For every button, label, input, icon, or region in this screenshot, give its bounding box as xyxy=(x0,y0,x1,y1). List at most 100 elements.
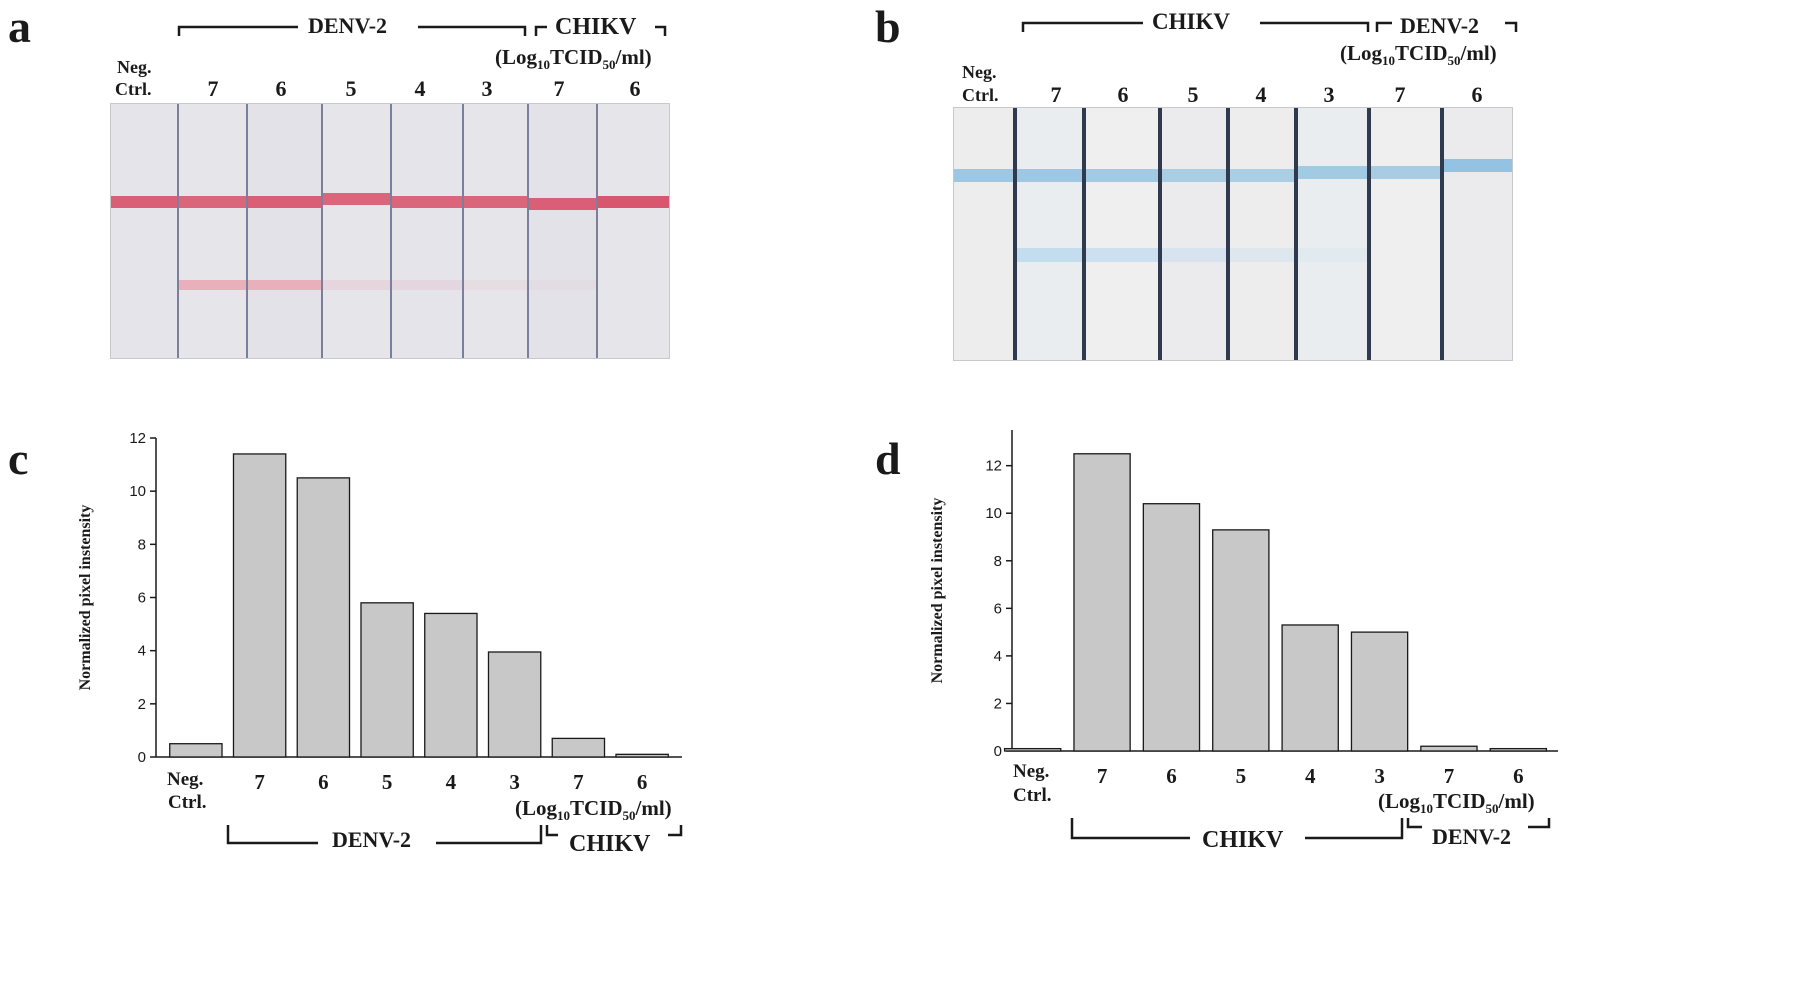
control-line xyxy=(322,193,391,205)
control-line xyxy=(111,196,178,208)
test-line xyxy=(1015,248,1084,262)
chart-c-units: (Log10TCID50/ml) xyxy=(515,796,672,824)
chart-d-neg-ctrl-line2: Ctrl. xyxy=(1013,785,1052,806)
bar xyxy=(1420,745,1478,752)
panel-a-neg-ctrl-line1: Neg. xyxy=(117,57,152,77)
x-tick-label: 5 xyxy=(1236,764,1247,788)
y-tick-label: 4 xyxy=(138,643,146,660)
x-tick-label: 7 xyxy=(1444,764,1455,788)
control-line xyxy=(247,196,322,208)
panel-b-group-denv: DENV-2 xyxy=(1400,13,1480,38)
y-tick-label: 12 xyxy=(985,458,1002,475)
bar xyxy=(1003,747,1062,752)
panel-b-units: (Log10TCID50/ml) xyxy=(1340,41,1497,69)
chart-d-units: (Log10TCID50/ml) xyxy=(1378,789,1535,817)
panel-a-lane-label: 7 xyxy=(207,76,219,101)
strip-divider xyxy=(177,104,179,358)
test-line xyxy=(528,280,597,290)
test-strip xyxy=(463,104,528,358)
panel-a-group-chikv: CHIKV xyxy=(555,14,637,40)
y-tick-label: 2 xyxy=(138,696,146,713)
x-tick-label: 3 xyxy=(1374,764,1385,788)
strip-divider xyxy=(462,104,464,358)
test-strip xyxy=(1442,108,1512,360)
test-strip xyxy=(1228,108,1296,360)
panel-letter-c: c xyxy=(8,433,29,484)
strip-divider xyxy=(246,104,248,358)
test-strip xyxy=(1015,108,1084,360)
panel-a-lane-label: 7 xyxy=(553,76,565,101)
strip-divider xyxy=(1082,108,1086,360)
x-tick-label: 4 xyxy=(1305,764,1316,788)
test-strip xyxy=(1369,108,1442,360)
chart-c-group-denv: DENV-2 xyxy=(332,827,412,852)
test-strip xyxy=(178,104,247,358)
control-line xyxy=(178,196,247,208)
bar xyxy=(1281,624,1339,752)
panel-b-lane-label: 3 xyxy=(1323,82,1335,107)
y-tick-label: 6 xyxy=(994,600,1002,617)
panel-b-brackets xyxy=(1021,21,1518,32)
x-tick-label: 6 xyxy=(1166,764,1177,788)
panel-b-neg-ctrl-line2: Ctrl. xyxy=(962,85,999,105)
strip-divider xyxy=(527,104,529,358)
bar xyxy=(487,651,542,758)
control-line xyxy=(954,169,1015,182)
panel-letter-d: d xyxy=(875,433,901,484)
test-line xyxy=(322,280,391,290)
control-line xyxy=(1084,169,1160,182)
chart-c-group-brackets xyxy=(226,825,683,845)
panel-b-neg-ctrl-line1: Neg. xyxy=(962,62,997,82)
x-tick-label: 6 xyxy=(1513,764,1524,788)
chart-d-group-denv: DENV-2 xyxy=(1432,824,1512,849)
chart-c-neg-ctrl-line1: Neg. xyxy=(167,769,204,790)
x-tick-label: 7 xyxy=(254,770,265,794)
panel-a-lane-label: 5 xyxy=(345,76,357,101)
test-strip xyxy=(528,104,597,358)
strip-divider xyxy=(596,104,598,358)
strip-divider xyxy=(1226,108,1230,360)
strip-divider xyxy=(321,104,323,358)
bar xyxy=(1212,529,1270,752)
chart-d: 0 2 4 6 8 10 12 Normalized pixel instensity 7 6 5 4… xyxy=(929,430,1558,788)
control-line xyxy=(391,196,463,208)
y-tick-label: 8 xyxy=(138,536,146,553)
chart-c: 0 2 4 6 8 10 12 Normalized pixel instensity 7 6 5 4… xyxy=(77,430,682,794)
strip-divider xyxy=(1367,108,1371,360)
chart-d-neg-ctrl-line1: Neg. xyxy=(1013,761,1050,782)
chart-c-neg-ctrl-line2: Ctrl. xyxy=(168,792,207,813)
test-strip xyxy=(111,104,178,358)
panel-b-lane-label: 6 xyxy=(1471,82,1483,107)
bar xyxy=(1489,747,1548,752)
control-line xyxy=(528,198,597,210)
bar xyxy=(169,743,223,758)
chart-c-group-chikv: CHIKV xyxy=(569,831,651,857)
y-tick-label: 6 xyxy=(138,590,146,607)
panel-a-lane-label: 6 xyxy=(275,76,287,101)
control-line xyxy=(1015,169,1084,182)
y-tick-label: 10 xyxy=(985,505,1002,522)
panel-b-lane-label: 4 xyxy=(1255,82,1267,107)
strip-divider xyxy=(1294,108,1298,360)
bar xyxy=(232,453,287,758)
x-tick-label: 7 xyxy=(1097,764,1108,788)
test-strip xyxy=(1296,108,1369,360)
panel-b-lane-label: 5 xyxy=(1187,82,1199,107)
y-tick-label: 4 xyxy=(994,648,1002,665)
bar xyxy=(1142,503,1201,752)
y-tick-label: 12 xyxy=(129,430,146,447)
test-strip xyxy=(1084,108,1160,360)
bar xyxy=(615,753,669,758)
strip-divider xyxy=(390,104,392,358)
panel-a-lane-label: 3 xyxy=(481,76,493,101)
control-line xyxy=(1296,166,1369,179)
y-tick-label: 2 xyxy=(994,695,1002,712)
bar xyxy=(296,477,351,758)
panel-letter-a: a xyxy=(8,1,31,52)
x-tick-label: 7 xyxy=(573,770,584,794)
test-strip xyxy=(322,104,391,358)
x-tick-label: 4 xyxy=(446,770,457,794)
bar xyxy=(360,602,414,758)
test-strip xyxy=(247,104,322,358)
y-tick-label: 10 xyxy=(129,483,146,500)
